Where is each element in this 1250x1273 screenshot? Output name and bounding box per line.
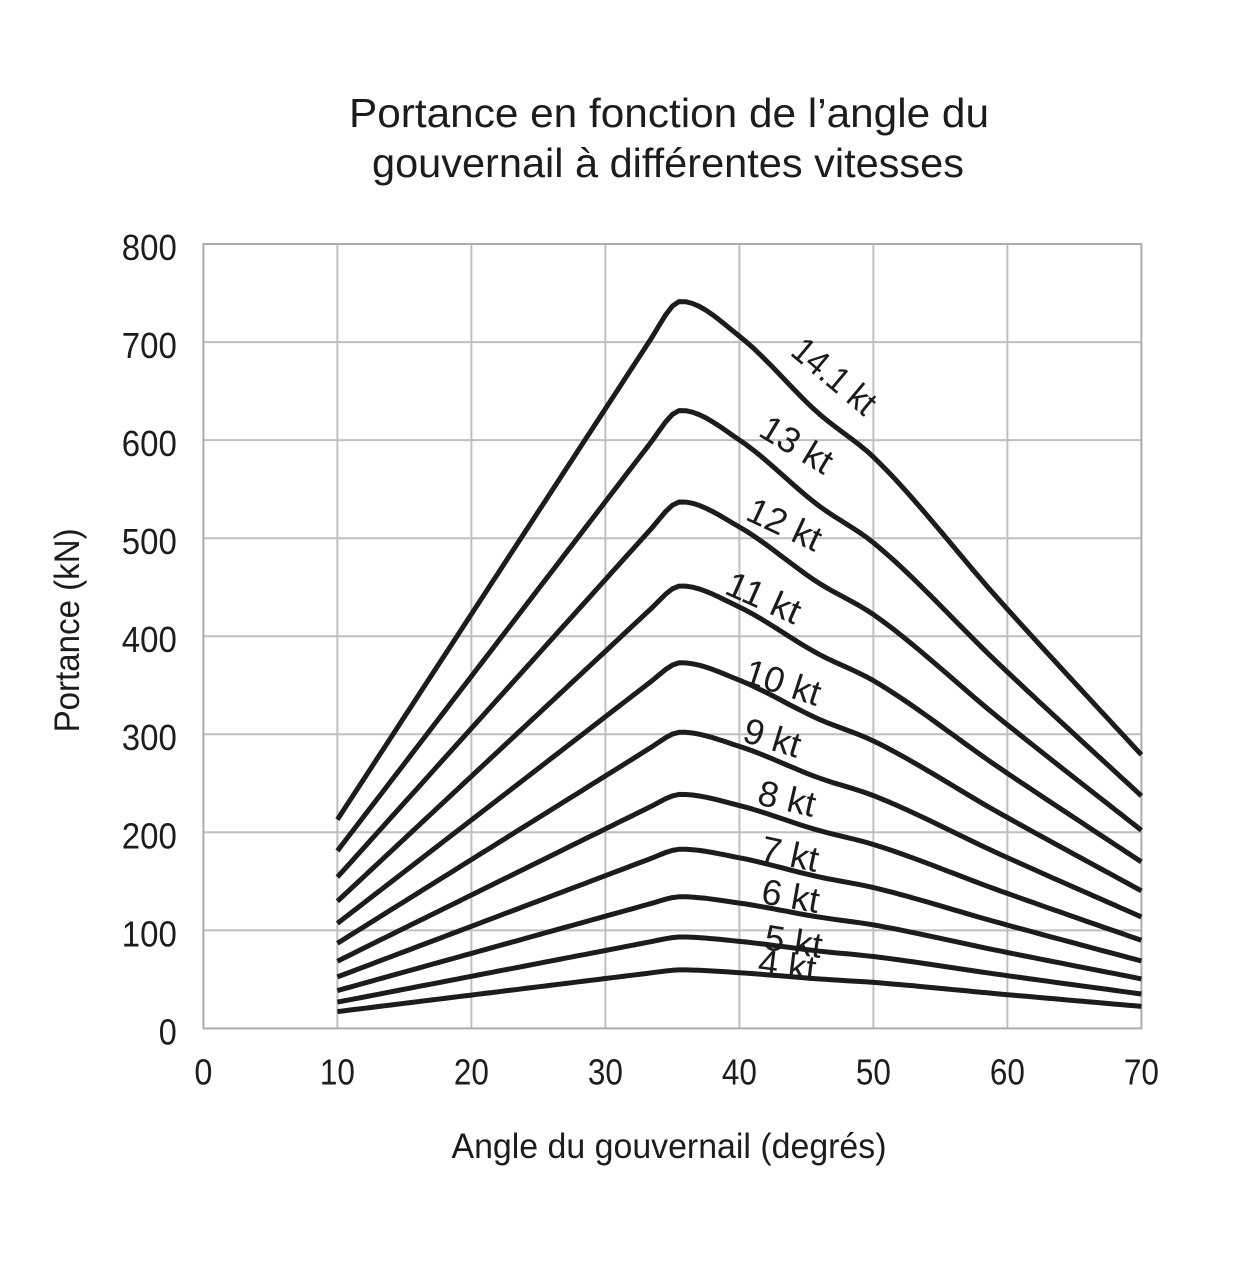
svg-text:Portance en fonction de l’angl: Portance en fonction de l’angle du	[349, 90, 989, 136]
svg-text:50: 50	[856, 1052, 891, 1093]
svg-text:Portance (kN): Portance (kN)	[48, 528, 87, 732]
svg-text:30: 30	[588, 1052, 623, 1093]
svg-text:200: 200	[122, 815, 177, 856]
svg-text:gouvernail à différentes vites: gouvernail à différentes vitesses	[372, 140, 964, 186]
svg-text:5 kt: 5 kt	[762, 916, 826, 966]
svg-text:100: 100	[122, 913, 177, 954]
svg-text:40: 40	[722, 1052, 757, 1093]
svg-text:300: 300	[122, 717, 177, 758]
svg-text:0: 0	[159, 1011, 177, 1052]
svg-text:500: 500	[122, 521, 177, 562]
svg-text:70: 70	[1124, 1052, 1159, 1093]
svg-text:10: 10	[320, 1052, 355, 1093]
svg-text:6 kt: 6 kt	[759, 871, 823, 921]
svg-text:700: 700	[122, 325, 177, 366]
svg-text:400: 400	[122, 619, 177, 660]
svg-text:800: 800	[122, 227, 177, 268]
svg-text:Angle du gouvernail (degrés): Angle du gouvernail (degrés)	[452, 1127, 887, 1166]
svg-text:60: 60	[990, 1052, 1025, 1093]
svg-text:600: 600	[122, 423, 177, 464]
svg-text:20: 20	[454, 1052, 489, 1093]
svg-text:4 kt: 4 kt	[756, 941, 819, 989]
svg-text:0: 0	[194, 1052, 212, 1093]
